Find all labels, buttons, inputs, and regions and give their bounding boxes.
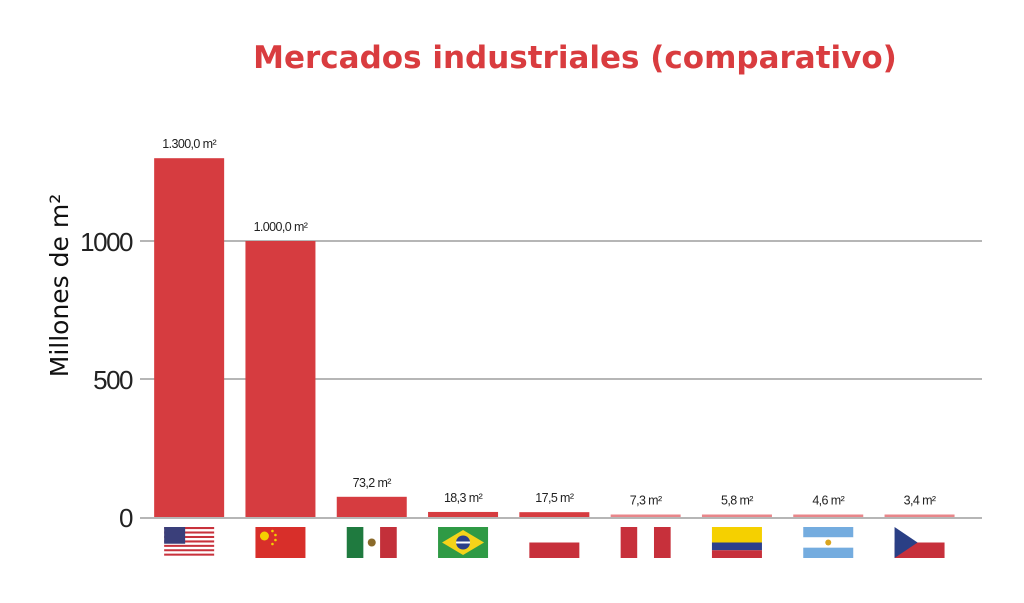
bar [519, 512, 590, 517]
bar-value-label: 4,6 m² [812, 494, 844, 508]
mexico-flag-icon [346, 527, 397, 558]
y-tick-label: 500 [93, 365, 133, 395]
bar-value-label: 3,4 m² [904, 494, 936, 508]
bar [245, 241, 316, 517]
bar-value-label: 73,2 m² [353, 476, 392, 490]
chart-title: Mercados industriales (comparativo) [253, 40, 897, 76]
bar [701, 514, 772, 517]
poland-flag-icon [529, 527, 580, 558]
argentina-flag-icon [803, 527, 854, 558]
brazil-flag-icon [438, 527, 489, 558]
colombia-flag-icon [711, 527, 762, 558]
y-tick-label: 0 [119, 503, 133, 533]
bar [793, 514, 864, 517]
peru-flag-icon [620, 527, 671, 558]
bar-value-label: 1.000,0 m² [254, 220, 308, 234]
bar-value-label: 7,3 m² [630, 494, 662, 508]
bar-value-label: 5,8 m² [721, 494, 753, 508]
bar [336, 496, 407, 517]
y-axis-label-wrapper: Millones de m² [18, 120, 102, 450]
bar [428, 511, 499, 517]
china-flag-icon [255, 527, 306, 558]
bar-value-label: 18,3 m² [444, 491, 483, 505]
bar-value-label: 17,5 m² [535, 491, 574, 505]
bar [154, 158, 225, 517]
bar [610, 514, 681, 517]
usa-flag-icon [164, 527, 215, 558]
y-tick-label: 1000 [80, 227, 133, 257]
bar [884, 514, 955, 517]
y-axis-label: Millones de m² [45, 193, 75, 377]
bar-value-label: 1.300,0 m² [162, 137, 216, 151]
czech-flag-icon [894, 527, 945, 558]
